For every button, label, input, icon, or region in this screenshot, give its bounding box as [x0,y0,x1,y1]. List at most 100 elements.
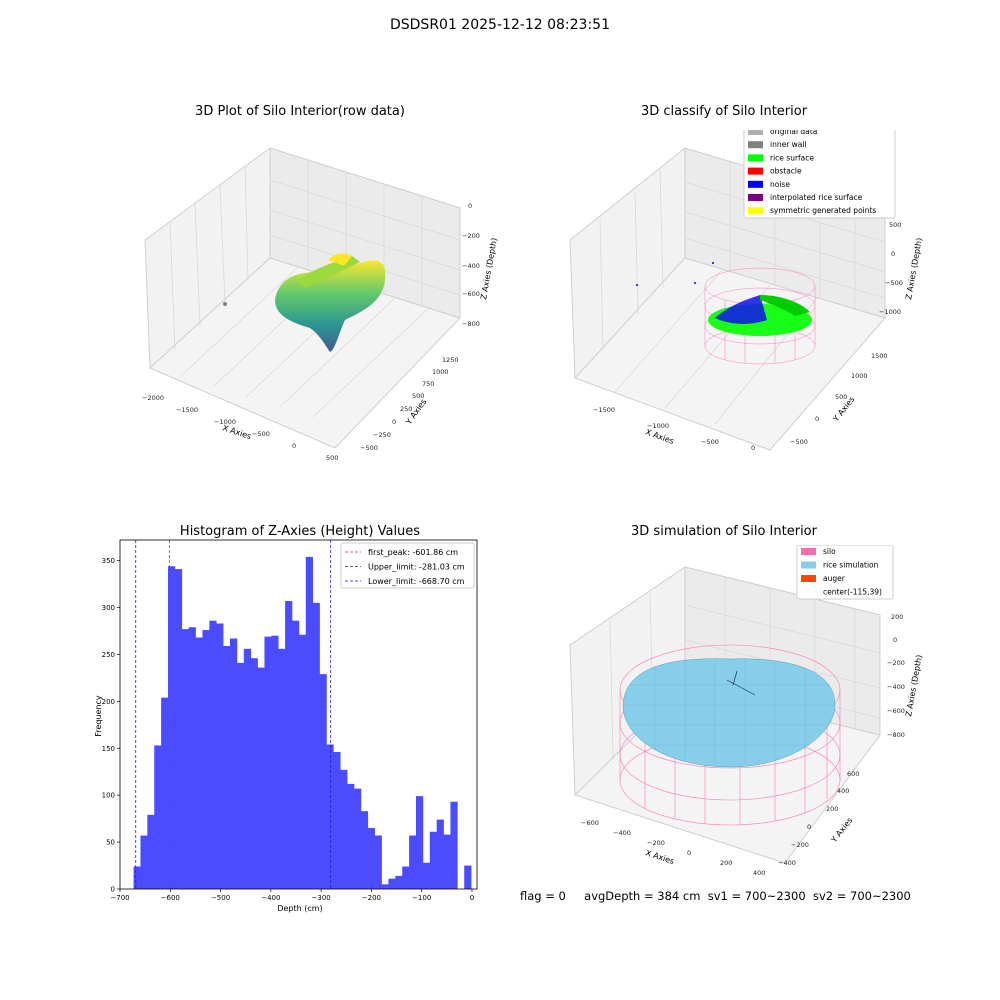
legend-swatch [748,167,763,175]
histogram-bar [264,636,272,889]
legend-swatch [748,130,763,135]
legend-entry: original data [770,130,817,136]
legend-swatch [801,561,816,569]
classify-y-tick: 1500 [871,352,888,360]
histogram-bar [278,648,286,889]
sim-y-tick: −400 [778,859,796,867]
histogram-bar [209,620,217,889]
histogram-bar [292,620,300,889]
histogram-bar [161,697,169,889]
histogram-bar [360,811,369,889]
classify-z-label: Z Axies (Depth) [904,237,924,300]
legend-entry: symmetric generated points [770,206,876,215]
y-tick-label: 50 [106,839,115,847]
legend-entry: center(-115,39) [823,588,882,597]
histogram-bar [181,629,189,889]
status-sv2: sv2 = 700~2300 [812,889,911,903]
y-tick-label: 350 [102,557,115,565]
y-tick-label: 300 [102,604,115,612]
classify-x-label: X Axies [644,427,675,446]
legend-entry: obstacle [770,167,802,176]
classify-y-tick: 1000 [851,372,868,380]
y-tick-label: 100 [102,792,115,800]
histogram-legend [340,542,475,589]
legend-swatch [748,207,763,215]
depth-histogram: −700 −600 −500 −400 −300 −200 −100 0 0 50 100 150 20… [94,539,478,913]
raw-x-tick: −2000 [142,394,164,402]
sim-z-label: Z Axies (Depth) [904,654,924,717]
sim-x-tick: −200 [647,839,665,847]
raw-y-tick: 1000 [432,368,449,376]
x-tick-label: −300 [312,894,331,902]
legend-swatch [801,575,816,582]
legend-swatch [801,548,816,555]
raw-z-tick: −600 [462,290,480,298]
classify-z-tick: 500 [889,221,901,229]
sim-y-tick: 600 [847,770,859,778]
classify-x-tick: −1500 [593,406,615,414]
histogram-bar [402,866,410,889]
sim-x-label: X Axies [644,848,675,866]
x-tick-label: −100 [412,894,431,902]
y-tick-label: 200 [102,698,115,706]
raw-x-tick: −1000 [214,418,236,426]
sim-x-tick: −400 [613,829,631,837]
raw-panel-title: 3D Plot of Silo Interior(row data) [195,104,405,119]
sim-x-tick: 0 [687,849,691,857]
histogram-bar [285,600,293,889]
hist-y-label: Frequency [94,695,103,737]
histogram-bar [243,648,251,889]
status-avg-depth: avgDepth = 384 cm [584,889,701,903]
classify-x-tick: 0 [751,444,755,452]
x-tick-label: −700 [110,894,129,902]
sim-z-tick: −400 [887,683,905,691]
simulation-panel-title: 3D simulation of Silo Interior [631,524,817,539]
legend-entry: rice surface [770,153,814,162]
legend-entry: Upper_limit: -281.03 cm [368,563,465,572]
legend-entry: noise [770,180,790,189]
sim-y-tick: −200 [791,841,809,849]
classify-y-tick: 0 [815,415,819,423]
histogram-bar [326,744,334,889]
histogram-bar [174,569,183,889]
legend-entry: first_peak: -601.86 cm [368,548,458,557]
raw-y-tick: 750 [422,380,434,388]
raw-x-tick: 500 [326,454,338,462]
histogram-bar [395,875,403,889]
raw-y-tick: −250 [373,431,391,439]
histogram-bar [230,638,238,889]
histogram-bar [257,667,265,889]
sim-z-tick: 200 [891,613,903,621]
histogram-bar [367,828,375,889]
sim-x-tick: −600 [581,819,599,827]
classify-z-tick: −1000 [879,308,901,316]
legend-swatch [748,180,763,188]
sim-z-tick: −800 [887,731,905,739]
y-tick-label: 150 [102,745,115,753]
legend-swatch [748,154,763,162]
histogram-bar [464,865,472,889]
raw-z-tick: −200 [462,232,480,240]
sim-z-tick: −200 [887,659,905,667]
classify-z-tick: −500 [885,279,903,287]
histogram-bar [298,634,307,889]
histogram-bar [409,835,417,889]
raw-z-tick: 0 [468,202,472,210]
histogram-bar [202,630,210,889]
raw-x-tick: 0 [292,442,296,450]
histogram-bar [305,556,313,889]
histogram-bar [450,801,458,889]
raw-z-label: Z Axies (Depth) [479,237,499,300]
y-tick-label: 250 [102,651,115,659]
sim-z-tick: −600 [887,707,905,715]
legend-swatch [748,141,763,149]
histogram-bar [443,834,451,889]
raw-y-tick: −500 [360,444,378,452]
histogram-bar [381,884,389,889]
histogram-bar [416,796,424,889]
histogram-bar [133,866,141,889]
status-sv1: sv1 = 700~2300 [707,889,806,903]
sim-x-tick: 400 [753,869,765,877]
hist-panel-title: Histogram of Z-Axies (Height) Values [179,524,421,539]
